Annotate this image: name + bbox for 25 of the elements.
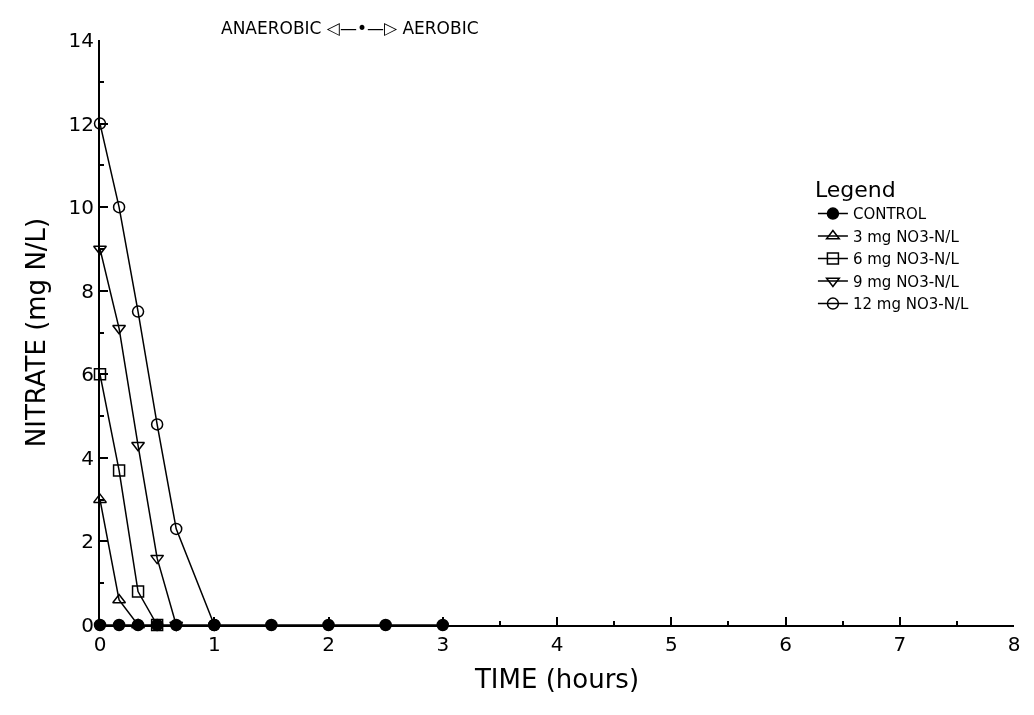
y-tick-label: 4 (81, 445, 94, 470)
y-tick-label: 10 (68, 195, 94, 220)
x-tick-label: 2 (322, 632, 335, 656)
x-tick-label: 3 (436, 632, 450, 656)
y-tick-label: 6 (81, 362, 94, 387)
y-tick-label: 14 (68, 28, 94, 52)
text: ANAEROBIC ◁—•—▷ AEROBIC (221, 18, 479, 38)
y-tick-label: 8 (81, 278, 94, 303)
y-axis-title: NITRATE (mg N/L) (21, 217, 52, 448)
x-tick-label: 5 (664, 632, 678, 656)
legend-label: 12 mg NO3-N/L (852, 295, 969, 314)
x-axis-title: TIME (hours) (473, 664, 640, 695)
legend-label: CONTROL (852, 205, 927, 224)
x-tick-label: 4 (550, 632, 564, 656)
legend-label: 9 mg NO3-N/L (852, 272, 960, 291)
x-tick-label: 8 (1007, 632, 1021, 656)
legend-title: Legend (814, 177, 896, 203)
legend-label: 3 mg NO3-N/L (852, 227, 960, 246)
x-tick-label: 1 (207, 632, 221, 656)
y-tick-label: 12 (68, 111, 94, 136)
x-tick-label: 6 (779, 632, 792, 656)
legend-label: 6 mg NO3-N/L (852, 250, 960, 269)
y-tick-label: 2 (81, 529, 94, 554)
x-tick-label: 7 (893, 632, 907, 656)
y-tick-label: 0 (81, 613, 94, 637)
